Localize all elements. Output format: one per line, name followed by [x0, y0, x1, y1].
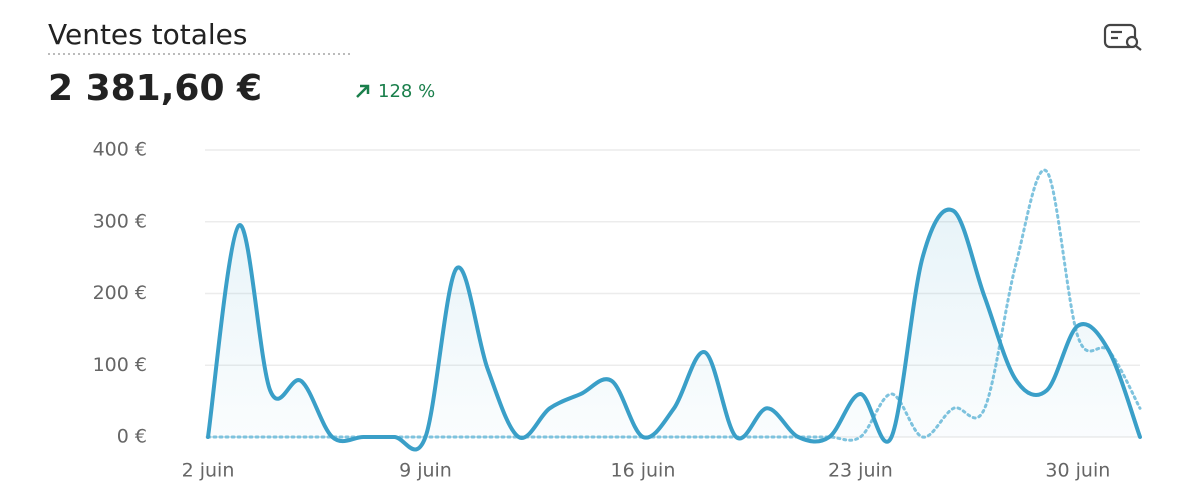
x-tick-label: 23 juin: [828, 460, 893, 482]
y-tick-label: 300 €: [93, 210, 147, 232]
y-tick-label: 0 €: [117, 426, 147, 448]
chart-title: Ventes totales: [48, 18, 248, 51]
y-tick-label: 100 €: [93, 354, 147, 376]
series-area: [208, 209, 1140, 450]
x-tick-label: 9 juin: [399, 460, 452, 482]
trend-arrow: [356, 84, 370, 98]
x-tick-label: 16 juin: [611, 460, 676, 482]
y-tick-label: 200 €: [93, 282, 147, 304]
series-line: [206, 207, 1142, 452]
search-icon[interactable]: [1103, 23, 1142, 51]
total-value: 2 381,60 €: [48, 68, 262, 109]
x-tick-label: 30 juin: [1045, 460, 1110, 482]
x-tick-label: 2 juin: [182, 460, 235, 482]
y-tick-label: 400 €: [93, 139, 147, 161]
trend-percent: 128 %: [378, 81, 435, 102]
